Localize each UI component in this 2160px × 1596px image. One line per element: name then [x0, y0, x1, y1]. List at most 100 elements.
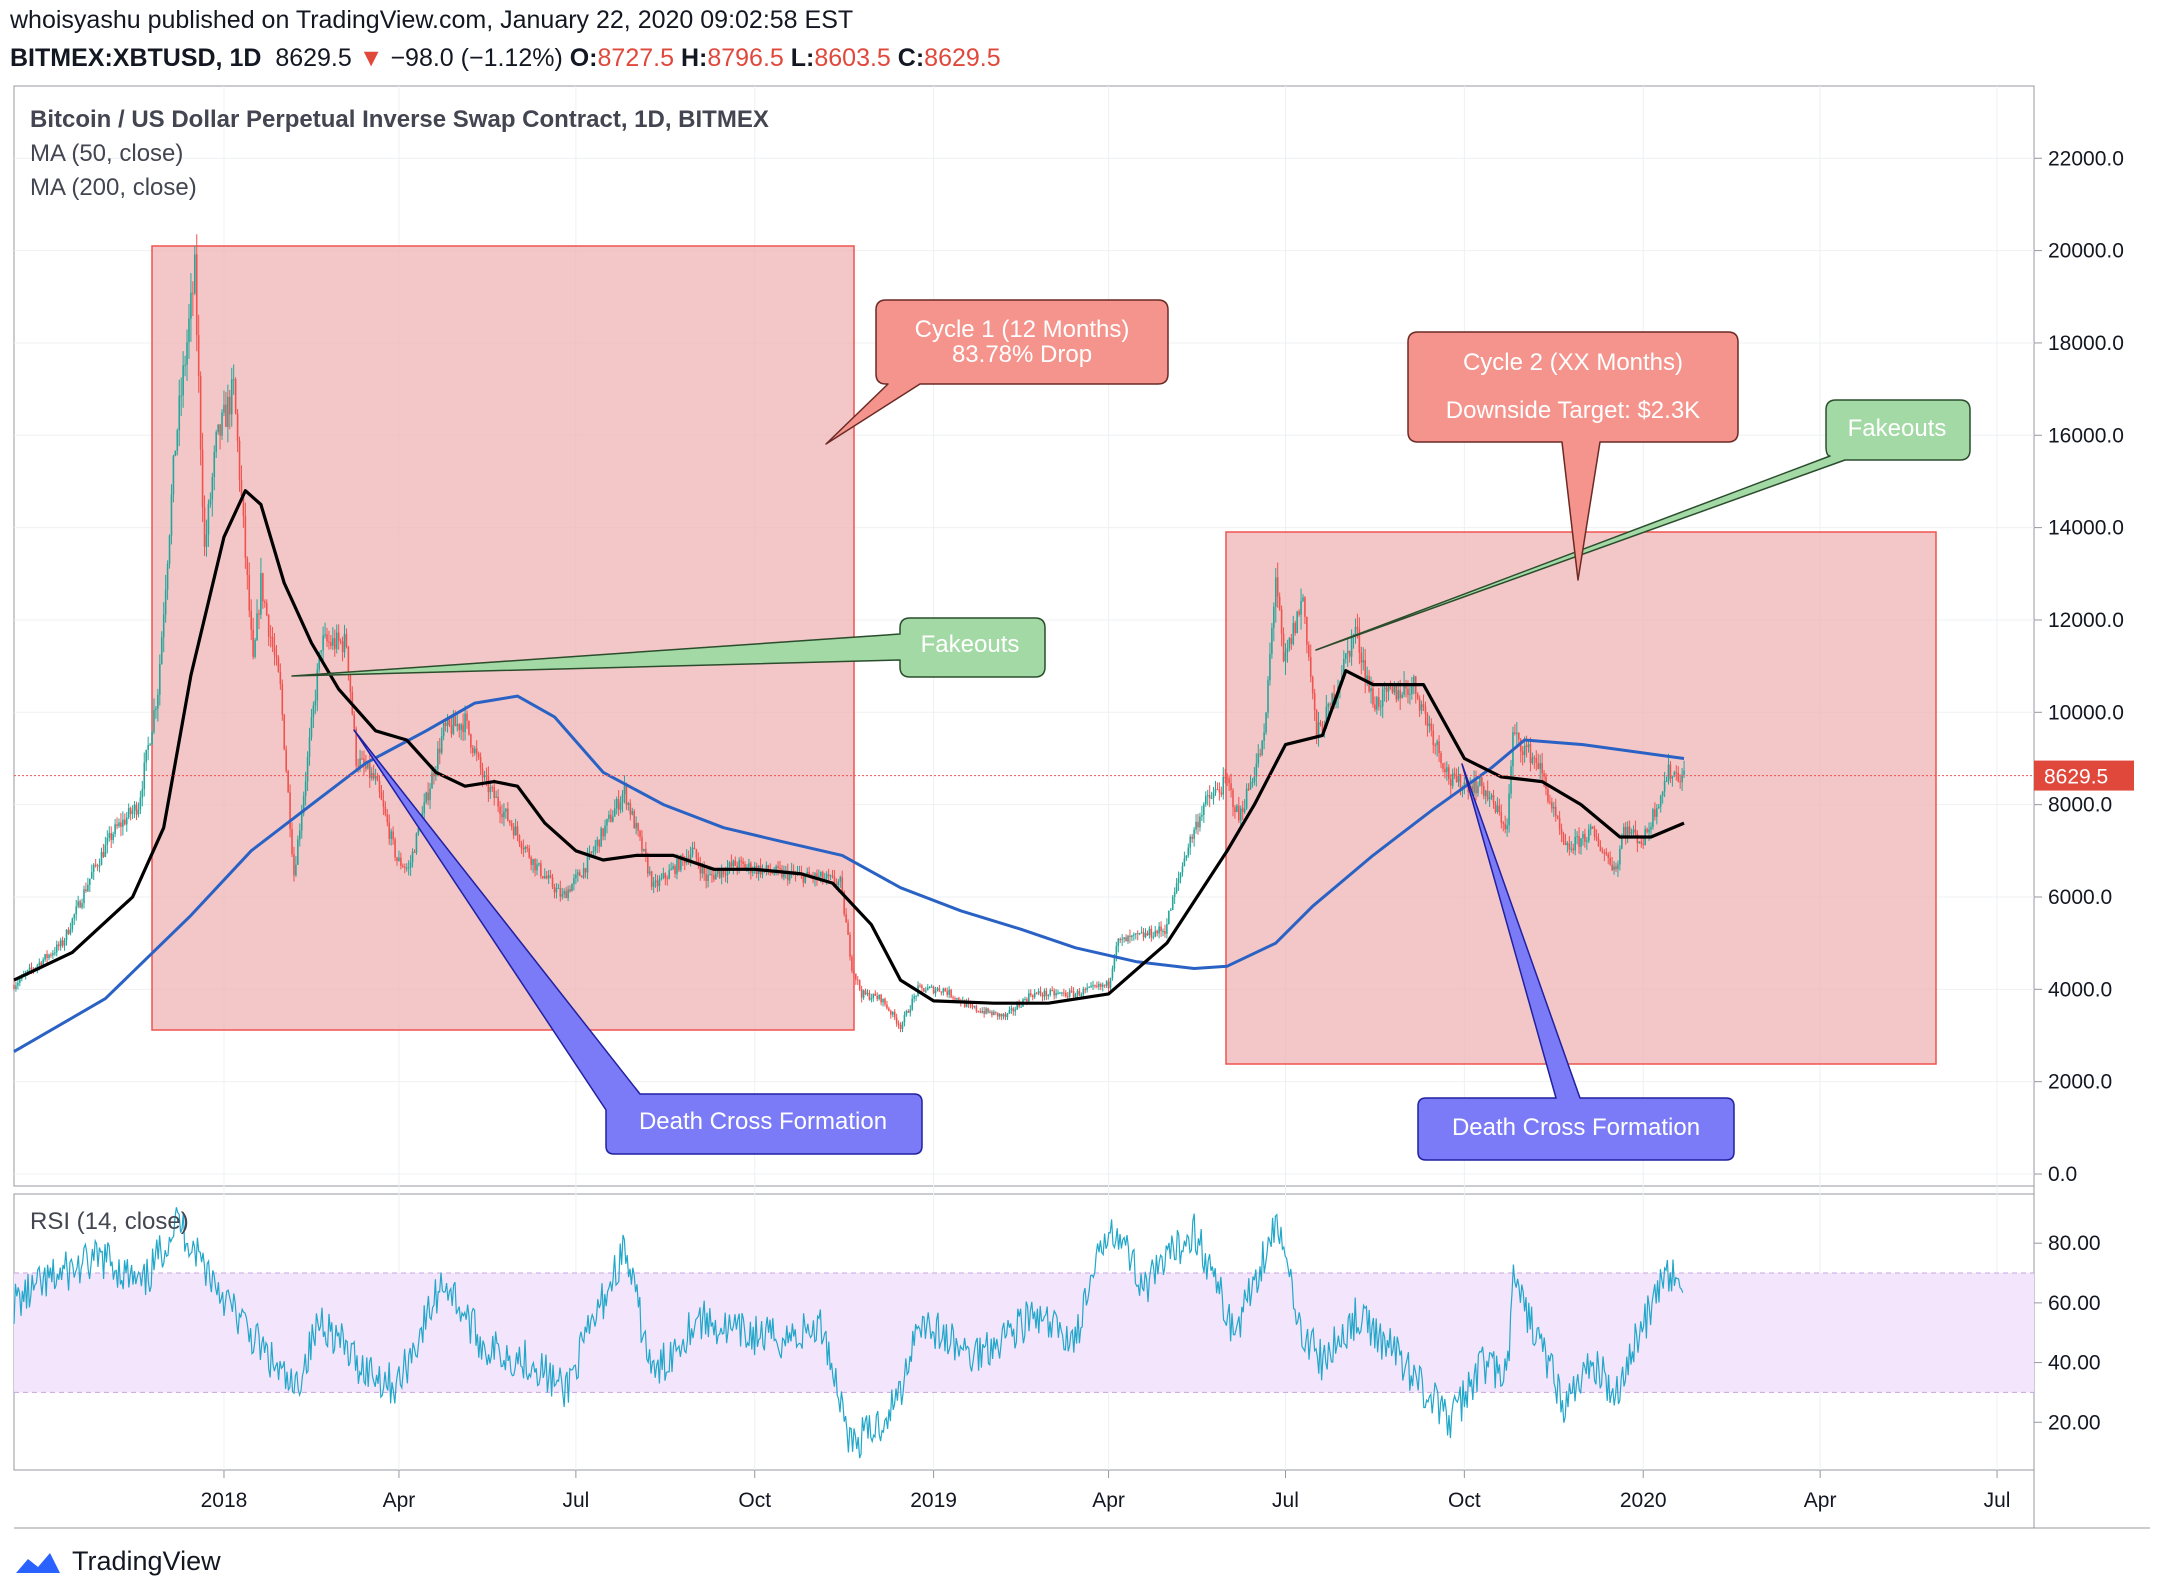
candle-body	[1222, 776, 1225, 795]
candle-body	[1276, 577, 1279, 597]
candle-body	[891, 1011, 894, 1015]
candle-body	[1453, 773, 1456, 776]
candle-body	[897, 1023, 900, 1025]
candle-body	[971, 1005, 974, 1008]
candle-body	[1370, 688, 1372, 692]
candle-body	[1308, 644, 1310, 657]
candle-body	[333, 638, 336, 649]
candle-body	[427, 792, 429, 801]
candle-body	[180, 395, 182, 397]
candle-body	[1140, 932, 1143, 934]
candle-body	[633, 811, 635, 829]
candle-body	[1589, 826, 1592, 830]
y-tick-label: 4000.0	[2048, 978, 2112, 1001]
candle-body	[1552, 806, 1555, 809]
brand-name: TradingView	[72, 1546, 221, 1576]
candle-body	[297, 839, 299, 865]
death-cross-callout-1	[353, 729, 923, 1155]
candle-body	[1074, 994, 1077, 998]
candle-body	[77, 901, 79, 907]
candle-body	[1420, 704, 1423, 711]
last-price-label: 8629.5	[2044, 766, 2108, 789]
candle-body	[598, 839, 600, 847]
candle-body	[1053, 990, 1055, 996]
candle-body	[122, 819, 124, 827]
candle-body	[1364, 660, 1367, 681]
candle-body	[147, 744, 149, 750]
candle-body	[1657, 806, 1660, 809]
candle-body	[1224, 776, 1227, 778]
candle-body	[765, 865, 768, 870]
candle-body	[36, 965, 39, 968]
candle-body	[551, 877, 554, 887]
candle-body	[374, 776, 377, 779]
candle-body	[944, 988, 947, 992]
candle-body	[613, 808, 616, 817]
candle-body	[1533, 757, 1536, 759]
x-tick-label: Oct	[738, 1489, 771, 1512]
candle-body	[1286, 648, 1289, 653]
candle-body	[948, 989, 950, 995]
candle-body	[172, 456, 175, 495]
candle-body	[203, 507, 206, 547]
candle-body	[262, 573, 264, 602]
candle-body	[1619, 848, 1621, 865]
candle-body	[740, 860, 742, 862]
candle-body	[835, 883, 838, 886]
y-tick-label: 14000.0	[2048, 517, 2124, 540]
candle-body	[1348, 650, 1351, 657]
candle-body	[1344, 653, 1347, 659]
candle-body	[1679, 781, 1681, 783]
tradingview-logo[interactable]: TradingView	[12, 1546, 221, 1577]
candle-body	[821, 872, 824, 881]
candle-body	[1008, 1010, 1011, 1014]
candle-body	[1154, 930, 1157, 937]
candle-body	[1409, 693, 1411, 695]
x-tick-label: Apr	[1092, 1489, 1125, 1512]
candle-body	[48, 954, 50, 958]
candle-body	[275, 654, 278, 658]
candle-body	[359, 758, 361, 767]
candle-body	[1492, 795, 1495, 804]
candle-body	[450, 725, 453, 734]
candle-body	[273, 646, 276, 655]
candle-body	[1566, 843, 1569, 846]
candle-body	[701, 866, 704, 874]
candle-body	[635, 823, 637, 829]
candle-body	[219, 424, 221, 436]
candle-body	[691, 847, 694, 855]
candle-body	[89, 878, 91, 885]
candle-body	[1517, 732, 1520, 740]
candle-body	[703, 866, 705, 875]
candle-body	[1265, 712, 1267, 733]
candle-body	[1385, 687, 1388, 692]
candle-body	[985, 1008, 987, 1014]
candle-body	[1628, 826, 1631, 834]
candle-body	[1193, 829, 1195, 839]
candle-body	[847, 922, 849, 935]
candle-body	[899, 1024, 902, 1029]
candle-body	[592, 850, 595, 853]
candle-body	[75, 906, 78, 915]
candle-body	[328, 641, 330, 643]
candle-body	[417, 828, 420, 834]
candle-body	[1016, 1003, 1018, 1010]
candle-body	[1271, 627, 1273, 654]
candle-body	[771, 872, 774, 874]
candle-body	[1162, 930, 1164, 932]
candle-body	[508, 820, 511, 823]
candle-body	[1119, 938, 1122, 940]
candle-body	[1502, 822, 1505, 824]
candle-body	[1496, 805, 1499, 813]
candle-body	[1362, 660, 1365, 663]
candle-body	[991, 1011, 993, 1016]
candle-body	[996, 1012, 999, 1017]
candle-body	[306, 756, 309, 782]
candle-body	[1479, 777, 1481, 786]
candle-body	[1411, 684, 1413, 694]
candle-body	[503, 811, 505, 818]
candle-body	[102, 851, 105, 857]
candle-body	[1459, 773, 1462, 791]
candle-body	[184, 364, 186, 366]
candle-body	[267, 615, 270, 637]
